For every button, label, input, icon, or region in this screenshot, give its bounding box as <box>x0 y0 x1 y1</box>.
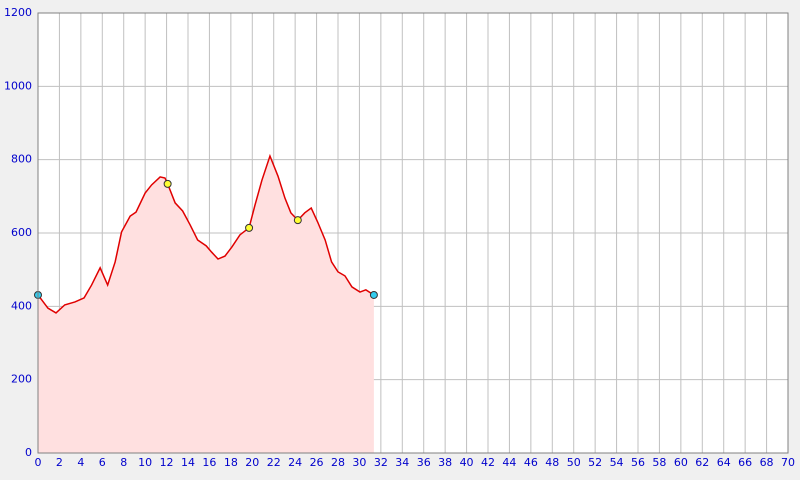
x-tick-label: 18 <box>224 456 238 469</box>
x-tick-label: 24 <box>288 456 302 469</box>
x-tick-label: 2 <box>56 456 63 469</box>
y-tick-label: 600 <box>11 226 32 239</box>
x-tick-label: 46 <box>524 456 538 469</box>
x-tick-label: 32 <box>374 456 388 469</box>
x-tick-label: 42 <box>481 456 495 469</box>
x-tick-label: 40 <box>460 456 474 469</box>
x-tick-label: 8 <box>120 456 127 469</box>
x-tick-label: 48 <box>545 456 559 469</box>
y-tick-label: 800 <box>11 153 32 166</box>
marks <box>34 153 378 453</box>
waypoint-marker <box>245 223 254 232</box>
x-tick-label: 14 <box>181 456 195 469</box>
x-tick-label: 62 <box>695 456 709 469</box>
x-tick-label: 28 <box>331 456 345 469</box>
plot-border <box>37 12 789 454</box>
x-tick-label: 30 <box>352 456 366 469</box>
x-tick-label: 26 <box>310 456 324 469</box>
x-tick-label: 70 <box>781 456 795 469</box>
x-tick-label: 10 <box>138 456 152 469</box>
x-tick-label: 38 <box>438 456 452 469</box>
x-tick-label: 60 <box>674 456 688 469</box>
waypoint-marker <box>369 290 378 299</box>
x-tick-label: 56 <box>631 456 645 469</box>
labels: 0 2 4 6 8 10 12 14 16 18 20 22 24 26 28 30 32 34 36 38 40 42 4… <box>4 6 795 469</box>
x-tick-label: 44 <box>502 456 516 469</box>
x-tick-label: 68 <box>760 456 774 469</box>
x-tick-label: 52 <box>588 456 602 469</box>
y-tick-label: 200 <box>11 373 32 386</box>
x-tick-label: 12 <box>160 456 174 469</box>
x-tick-label: 36 <box>417 456 431 469</box>
x-tick-label: 34 <box>395 456 409 469</box>
waypoint-marker <box>293 216 302 225</box>
y-tick-label: 0 <box>25 446 32 459</box>
y-tick-label: 400 <box>11 299 32 312</box>
y-tick-label: 1000 <box>4 79 32 92</box>
x-tick-label: 16 <box>202 456 216 469</box>
x-tick-label: 54 <box>610 456 624 469</box>
area-fill <box>38 156 374 453</box>
x-tick-label: 6 <box>99 456 106 469</box>
x-tick-label: 64 <box>717 456 731 469</box>
y-tick-label: 1200 <box>4 6 32 19</box>
profile-line <box>37 153 375 314</box>
x-tick-label: 20 <box>245 456 259 469</box>
waypoint-marker <box>163 179 172 188</box>
x-tick-label: 50 <box>567 456 581 469</box>
x-tick-label: 58 <box>652 456 666 469</box>
x-tick-label: 4 <box>77 456 84 469</box>
x-tick-label: 66 <box>738 456 752 469</box>
x-tick-label: 0 <box>35 456 42 469</box>
x-tick-label: 22 <box>267 456 281 469</box>
